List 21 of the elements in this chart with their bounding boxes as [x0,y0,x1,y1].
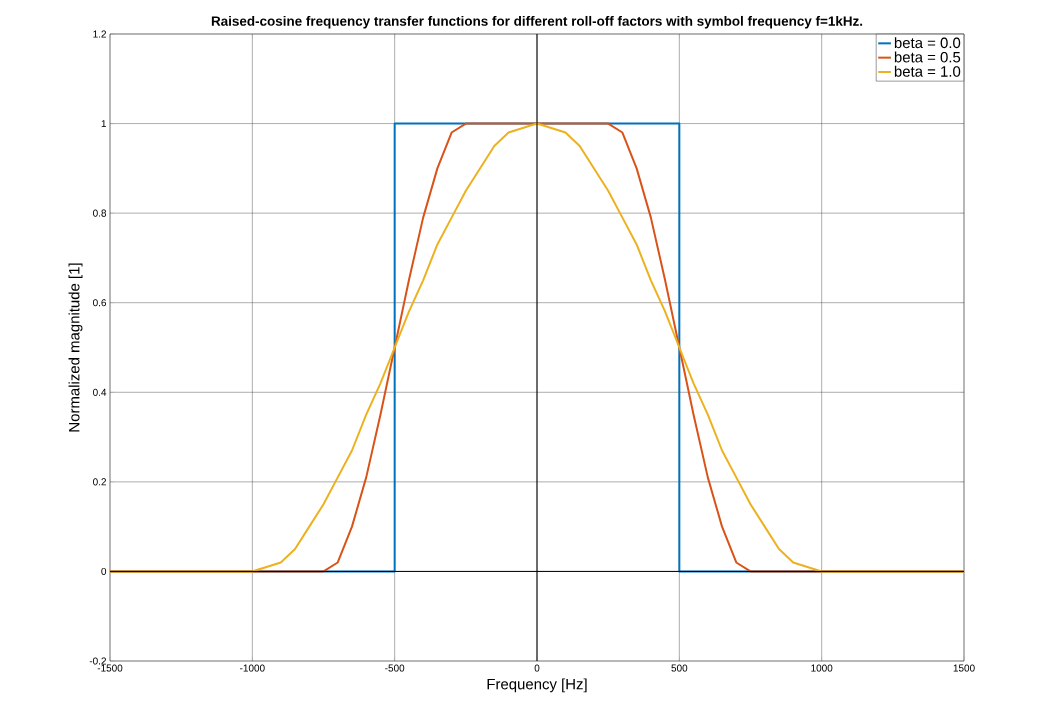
y-tick-label: -0.2 [89,657,106,665]
x-tick-label: 500 [671,664,688,672]
y-axis-title: Normalized magnitude [1] [68,263,83,432]
legend-label: beta = 0.5 [894,51,961,63]
legend-label: beta = 1.0 [894,65,961,77]
legend-label: beta = 0.0 [894,37,961,49]
chart-title: Raised-cosine frequency transfer functions for different roll-off factors with symbol frequency f=1kHz. [211,15,863,29]
y-tick-label: 0.6 [93,299,107,307]
x-axis-title: Frequency [Hz] [487,678,587,693]
y-tick-label: 1.2 [93,30,106,38]
y-tick-label: 0.8 [93,209,107,217]
x-tick-label: -500 [385,664,405,672]
x-tick-label: -1000 [240,664,265,672]
x-tick-label: 0 [534,664,540,672]
y-tick-label: 0 [101,567,107,575]
y-tick-label: 0.2 [93,478,106,486]
y-tick-label: 0.4 [93,388,107,396]
x-tick-label: 1000 [811,664,833,672]
x-tick-label: -1500 [97,664,123,672]
y-tick-label: 1 [101,120,106,127]
x-tick-label: 1500 [953,664,975,672]
